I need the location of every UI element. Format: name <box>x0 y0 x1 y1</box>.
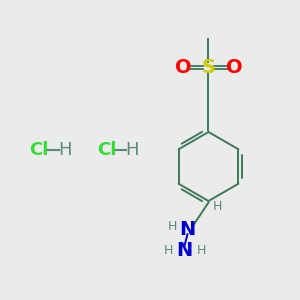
Text: Cl: Cl <box>97 141 116 159</box>
Text: H: H <box>58 141 71 159</box>
Text: H: H <box>196 244 206 257</box>
Text: H: H <box>163 244 173 257</box>
Text: O: O <box>226 58 242 77</box>
Text: O: O <box>175 58 191 77</box>
Text: H: H <box>213 200 222 213</box>
Text: Cl: Cl <box>29 141 49 159</box>
Text: H: H <box>168 220 177 233</box>
Text: N: N <box>176 241 193 260</box>
Text: H: H <box>125 141 139 159</box>
Text: S: S <box>202 58 215 77</box>
Text: N: N <box>179 220 196 239</box>
